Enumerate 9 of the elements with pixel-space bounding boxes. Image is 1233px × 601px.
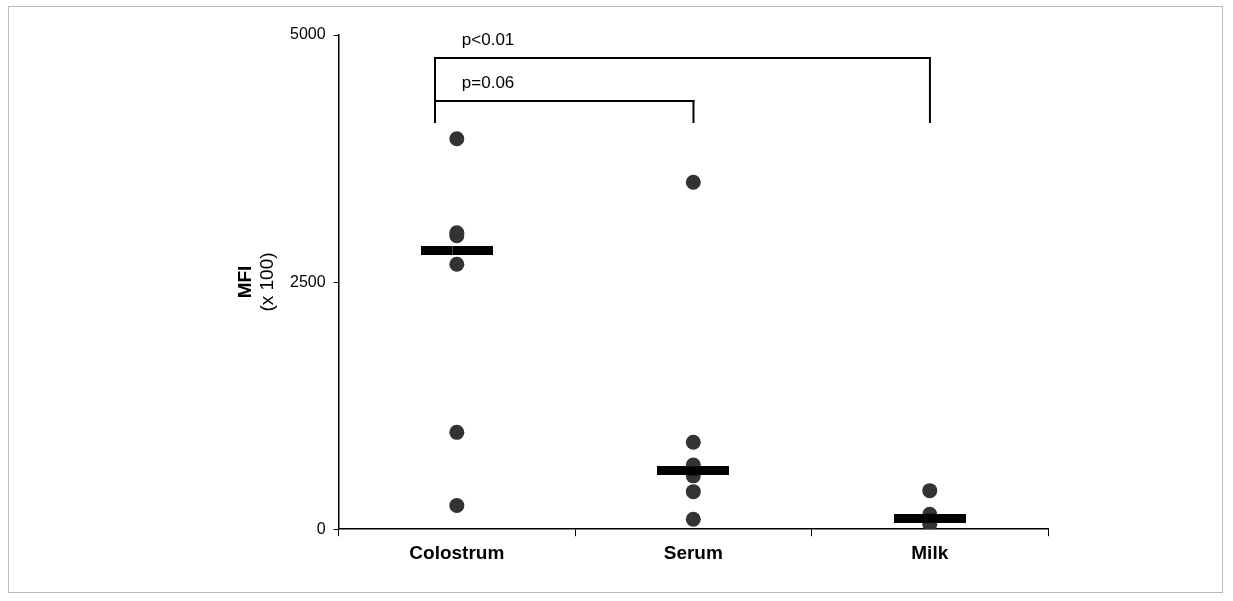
y-axis-title: MFI (x 100): [233, 252, 278, 312]
y-tick-label: 5000: [290, 25, 326, 43]
x-tick-label: Colostrum: [409, 541, 505, 563]
y-tick-label: 2500: [290, 272, 326, 290]
x-tick-label: Milk: [911, 541, 949, 563]
x-tick-label: Serum: [663, 541, 723, 563]
annotation: p=0.06: [461, 73, 515, 93]
y-tick-label: 0: [316, 519, 326, 537]
annotation: p<0.01: [461, 30, 515, 50]
